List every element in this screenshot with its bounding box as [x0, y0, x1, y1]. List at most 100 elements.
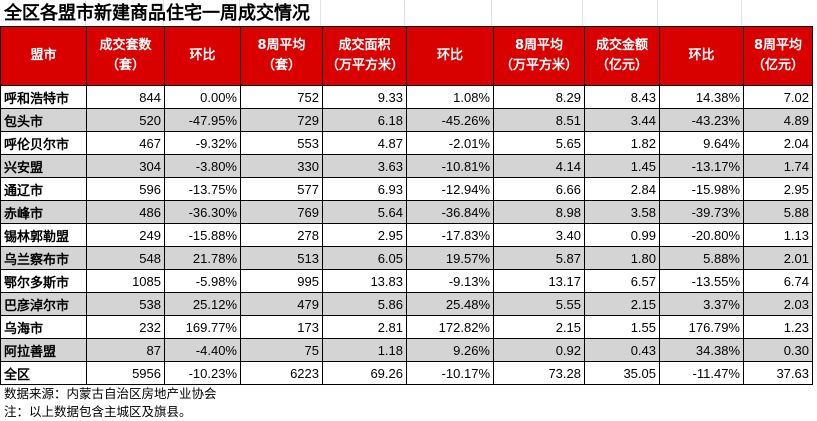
value-cell: 5.55: [493, 292, 585, 316]
title-gridline: [404, 0, 405, 26]
value-cell: 5.87: [493, 246, 585, 270]
value-cell: 3.44: [584, 108, 660, 132]
region-name-cell: 鄂尔多斯市: [0, 269, 87, 293]
column-header: 环比: [406, 26, 494, 86]
value-cell: 6.05: [322, 246, 407, 270]
value-cell: 1.23: [743, 315, 813, 339]
table-row: 全区 5956 -10.23% 6223 69.26 -10.17% 73.28 35.05-…: [0, 361, 813, 385]
value-cell: 752: [240, 85, 323, 109]
value-cell: 9.26%: [406, 338, 494, 362]
column-header: 环比: [659, 26, 744, 86]
value-cell: -3.80%: [164, 154, 241, 178]
value-cell: -43.23%: [659, 108, 744, 132]
value-cell: 2.01: [743, 246, 813, 270]
value-cell: 548: [86, 246, 165, 270]
table-row: 阿拉善盟 87 -4.40% 75 1.18 9.26% 0.92 0.43 34.38% 0.3…: [0, 338, 813, 362]
column-header: 盟市: [0, 26, 87, 86]
value-cell: -15.98%: [659, 177, 744, 201]
value-cell: -10.23%: [164, 361, 241, 385]
value-cell: -2.01%: [406, 131, 494, 155]
value-cell: -36.84%: [406, 200, 494, 224]
value-cell: 5.65: [493, 131, 585, 155]
value-cell: 2.84: [584, 177, 660, 201]
value-cell: 73.28: [493, 361, 585, 385]
value-cell: 844: [86, 85, 165, 109]
value-cell: 6.93: [322, 177, 407, 201]
value-cell: 176.79%: [659, 315, 744, 339]
value-cell: -39.73%: [659, 200, 744, 224]
value-cell: 3.58: [584, 200, 660, 224]
value-cell: 87: [86, 338, 165, 362]
title-gridline: [657, 0, 658, 26]
value-cell: -10.81%: [406, 154, 494, 178]
value-cell: 8.51: [493, 108, 585, 132]
column-header-label: 环比: [189, 48, 216, 63]
value-cell: 232: [86, 315, 165, 339]
region-name-cell: 呼和浩特市: [0, 85, 87, 109]
value-cell: 467: [86, 131, 165, 155]
value-cell: 5956: [86, 361, 165, 385]
value-cell: 304: [86, 154, 165, 178]
column-header-label: 环比: [436, 48, 463, 63]
table-row: 呼伦贝尔市 467 -9.32% 553 4.87 -2.01% 5.65 1.82 9.64%…: [0, 131, 813, 155]
value-cell: -20.80%: [659, 223, 744, 247]
value-cell: -9.13%: [406, 269, 494, 293]
column-header-label: 8周平均: [753, 38, 803, 53]
value-cell: 2.95: [322, 223, 407, 247]
column-header: 成交金额 （亿元）: [584, 26, 660, 86]
value-cell: 2.81: [322, 315, 407, 339]
value-cell: 0.30: [743, 338, 813, 362]
value-cell: 2.95: [743, 177, 813, 201]
title-gridline: [491, 0, 492, 26]
value-cell: 596: [86, 177, 165, 201]
value-cell: 19.57%: [406, 246, 494, 270]
value-cell: 538: [86, 292, 165, 316]
value-cell: 2.04: [743, 131, 813, 155]
value-cell: 0.99: [584, 223, 660, 247]
column-header-unit: （套）: [261, 58, 301, 73]
value-cell: 1.13: [743, 223, 813, 247]
value-cell: 13.17: [493, 269, 585, 293]
column-header-unit: （万平方米）: [499, 58, 578, 73]
value-cell: -47.95%: [164, 108, 241, 132]
value-cell: 4.87: [322, 131, 407, 155]
title-gridline: [85, 0, 86, 26]
value-cell: 479: [240, 292, 323, 316]
column-header: 成交面积 （万平方米）: [322, 26, 407, 86]
column-header-unit: （万平方米）: [326, 58, 405, 73]
value-cell: 249: [86, 223, 165, 247]
column-header-unit: （套）: [105, 58, 145, 73]
value-cell: 995: [240, 269, 323, 293]
value-cell: 13.83: [322, 269, 407, 293]
value-cell: 37.63: [743, 361, 813, 385]
region-name-cell: 全区: [0, 361, 87, 385]
column-header: 成交套数 （套）: [86, 26, 165, 86]
table-row: 巴彦淖尔市 538 25.12% 479 5.86 25.48% 5.55 2.15 3.37%…: [0, 292, 813, 316]
table-row: 锡林郭勒盟 249 -15.88% 278 2.95 -17.83% 3.40 0.99 -20…: [0, 223, 813, 247]
value-cell: 6.18: [322, 108, 407, 132]
sheet-title: 全区各盟市新建商品住宅一周成交情况: [4, 3, 310, 24]
column-header-label: 8周平均: [257, 38, 306, 53]
value-cell: -11.47%: [659, 361, 744, 385]
title-gridline: [741, 0, 742, 26]
region-name-cell: 锡林郭勒盟: [0, 223, 87, 247]
region-name-cell: 呼伦贝尔市: [0, 131, 87, 155]
value-cell: 169.77%: [164, 315, 241, 339]
value-cell: 577: [240, 177, 323, 201]
column-header: 8周平均 （万平方米）: [493, 26, 585, 86]
value-cell: 769: [240, 200, 323, 224]
value-cell: 8.98: [493, 200, 585, 224]
region-name-cell: 阿拉善盟: [0, 338, 87, 362]
data-source-note: 数据来源：内蒙古自治区房地产业协会: [4, 386, 217, 401]
table-row: 兴安盟 304 -3.80% 330 3.63 -10.81% 4.14 1.45 -13.17…: [0, 154, 813, 178]
value-cell: 1.45: [584, 154, 660, 178]
value-cell: 278: [240, 223, 323, 247]
value-cell: 2.15: [493, 315, 585, 339]
value-cell: -15.88%: [164, 223, 241, 247]
table-row: 通辽市 596 -13.75% 577 6.93 -12.94% 6.66 2.84 -15.9…: [0, 177, 813, 201]
value-cell: 1.55: [584, 315, 660, 339]
region-name-cell: 包头市: [0, 108, 87, 132]
region-name-cell: 巴彦淖尔市: [0, 292, 87, 316]
value-cell: 8.43: [584, 85, 660, 109]
title-gridline: [163, 0, 164, 26]
